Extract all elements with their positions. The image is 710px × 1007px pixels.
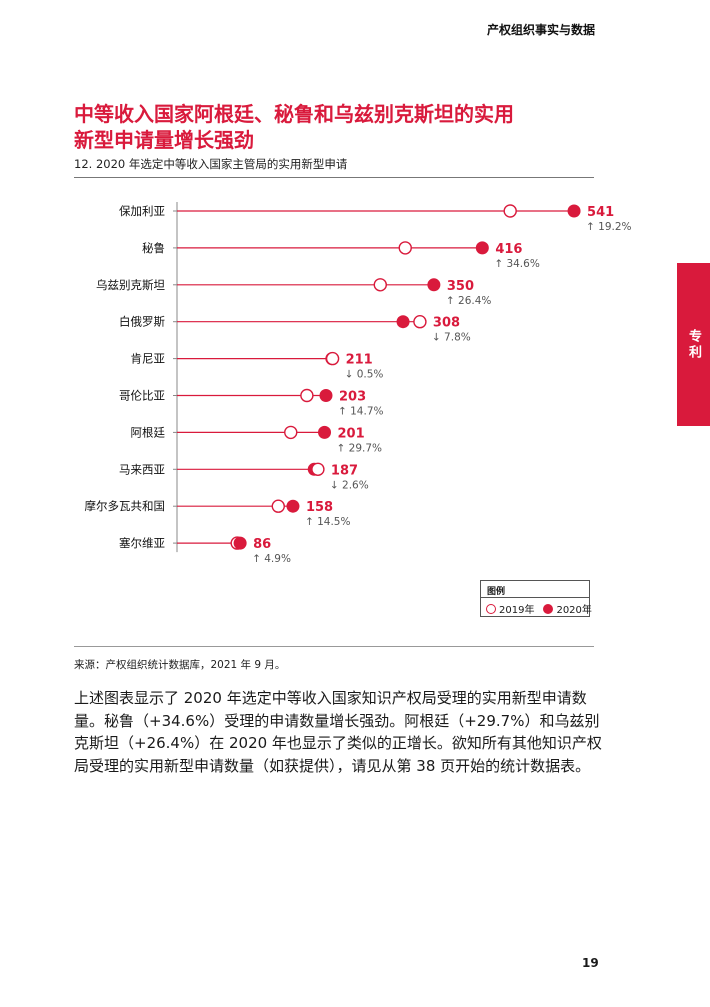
legend-row: 2019年 2020年 — [486, 601, 592, 616]
category-label: 白俄罗斯 — [119, 315, 165, 329]
chart-row: 哥伦比亚 203↑ 14.7% — [119, 389, 384, 418]
value-label: 211 — [346, 353, 373, 368]
growth-label: ↑ 34.6% — [494, 258, 540, 270]
chart-row: 乌兹别克斯坦 350↑ 26.4% — [96, 278, 491, 307]
chart-row: 肯尼亚 211↓ 0.5% — [131, 352, 384, 381]
point-2020 — [318, 425, 332, 439]
point-2019 — [271, 499, 285, 513]
legend-title: 图例 — [487, 587, 506, 597]
point-2019 — [398, 241, 412, 255]
value-label: 416 — [495, 242, 522, 257]
point-2019 — [413, 315, 427, 329]
legend: 图例 2019年 2020年 — [480, 580, 592, 617]
patents-side-tab[interactable]: 专利 — [677, 263, 710, 426]
growth-label: ↓ 7.8% — [432, 332, 471, 344]
chart-row: 秘鲁 416↑ 34.6% — [142, 241, 540, 270]
category-label: 秘鲁 — [142, 241, 165, 255]
source-note: 来源：产权组织统计数据库，2021 年 9 月。 — [74, 659, 286, 671]
bottom-rule — [74, 646, 594, 647]
legend-2020-label: 2020年 — [556, 605, 592, 616]
category-label: 阿根廷 — [131, 425, 166, 439]
chart-row: 阿根廷 201↑ 29.7% — [131, 425, 383, 454]
chart-subtitle: 12. 2020 年选定中等收入国家主管局的实用新型申请 — [74, 157, 348, 171]
chart-row: 马来西亚 187↓ 2.6% — [119, 462, 369, 491]
growth-label: ↑ 14.5% — [305, 516, 351, 528]
value-label: 201 — [338, 426, 365, 441]
point-2019 — [311, 462, 325, 476]
value-label: 541 — [587, 205, 614, 220]
legend-2020-marker — [543, 603, 554, 614]
page-number: 19 — [582, 956, 599, 970]
value-label: 308 — [433, 316, 460, 331]
chart-row: 塞尔维亚 86↑ 4.9% — [119, 536, 291, 565]
point-2019 — [300, 388, 314, 403]
running-title: 产权组织事实与数据 — [486, 23, 595, 37]
growth-label: ↑ 26.4% — [446, 295, 492, 307]
chart-row: 白俄罗斯 308↓ 7.8% — [119, 315, 471, 344]
legend-divider — [481, 597, 589, 598]
growth-label: ↑ 19.2% — [586, 221, 632, 233]
chart-row: 保加利亚 541↑ 19.2% — [119, 204, 632, 233]
growth-label: ↑ 4.9% — [252, 553, 291, 565]
value-label: 86 — [253, 537, 271, 552]
category-label: 摩尔多瓦共和国 — [85, 499, 166, 513]
category-label: 肯尼亚 — [131, 352, 166, 366]
value-label: 187 — [331, 463, 358, 478]
growth-label: ↓ 2.6% — [330, 479, 369, 491]
value-label: 203 — [339, 390, 366, 405]
point-2019 — [325, 351, 340, 366]
legend-2019-marker — [486, 603, 496, 614]
chart-rows: 保加利亚 541↑ 19.2% 秘鲁 416↑ 34.6% 乌兹别克斯坦 350↑ 26.… — [85, 204, 632, 565]
category-label: 哥伦比亚 — [119, 389, 165, 403]
point-2019 — [284, 425, 298, 440]
body-paragraph: 上述图表显示了 2020 年选定中等收入国家知识产权局受理的实用新型申请数量。秘… — [74, 689, 602, 775]
point-2020 — [396, 315, 410, 329]
chart-row: 摩尔多瓦共和国 158↑ 14.5% — [85, 499, 351, 528]
category-label: 塞尔维亚 — [119, 536, 165, 550]
point-2020 — [286, 499, 300, 513]
legend-2019-label: 2019年 — [499, 605, 535, 616]
growth-label: ↑ 29.7% — [337, 442, 383, 454]
category-label: 保加利亚 — [119, 204, 165, 218]
point-2019 — [373, 278, 387, 292]
growth-label: ↑ 14.7% — [338, 406, 384, 418]
top-rule — [74, 177, 594, 178]
value-label: 350 — [447, 279, 474, 294]
value-label: 158 — [306, 500, 333, 515]
point-2020 — [567, 204, 581, 218]
point-2020 — [475, 241, 489, 255]
chart-title: 中等收入国家阿根廷、秘鲁和乌兹别克斯坦的实用新型申请量增长强劲 — [74, 102, 514, 152]
point-2019 — [503, 204, 517, 218]
point-2020 — [233, 536, 247, 550]
dot-plot-chart: 保加利亚 541↑ 19.2% 秘鲁 416↑ 34.6% 乌兹别克斯坦 350↑ 26.… — [85, 202, 632, 565]
category-label: 乌兹别克斯坦 — [96, 278, 165, 292]
point-2020 — [427, 278, 441, 292]
growth-label: ↓ 0.5% — [345, 369, 384, 381]
side-tab-label: 专利 — [686, 328, 701, 361]
category-label: 马来西亚 — [119, 462, 165, 476]
point-2020 — [319, 389, 333, 402]
